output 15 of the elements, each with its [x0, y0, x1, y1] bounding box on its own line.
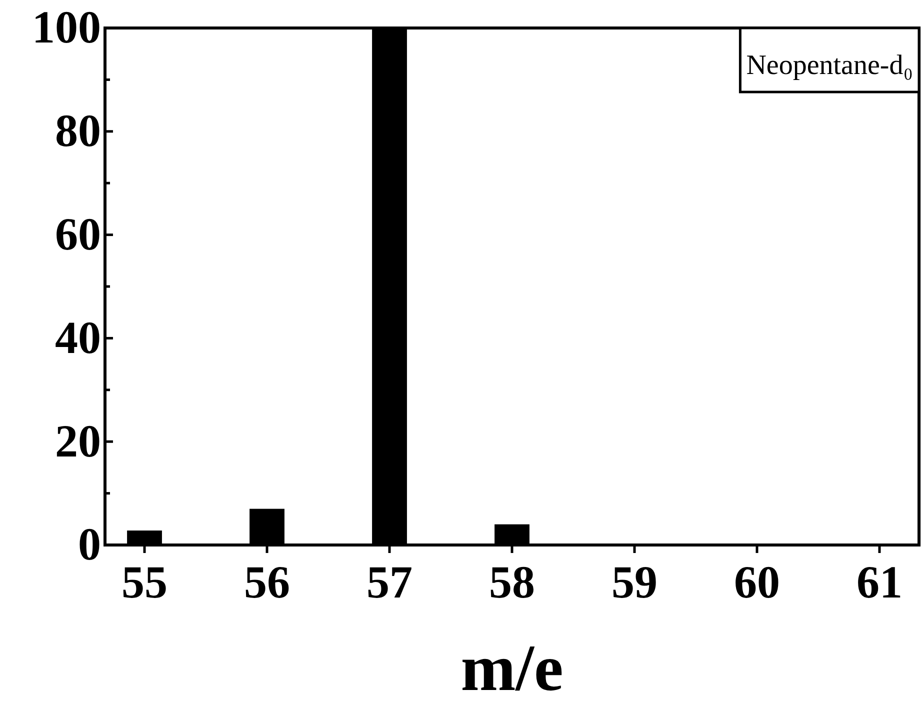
x-tick-label: 59 [612, 556, 658, 608]
x-axis-title: m/e [460, 632, 564, 703]
x-tick-label: 60 [734, 556, 780, 608]
y-tick-label: 100 [32, 2, 101, 53]
x-tick-label: 58 [489, 556, 535, 608]
y-tick-label: 40 [55, 312, 101, 363]
y-tick-label: 0 [78, 518, 101, 570]
y-tick-label: 60 [55, 208, 101, 260]
annotation: Neopentane-d₀ [746, 50, 913, 81]
y-tick-label: 20 [55, 415, 101, 466]
x-tick-label: 57 [366, 556, 412, 608]
x-tick-label: 61 [856, 556, 902, 608]
x-tick-label: 55 [122, 556, 168, 608]
x-tick-label: 56 [244, 556, 290, 608]
y-tick-label: 80 [55, 105, 101, 156]
